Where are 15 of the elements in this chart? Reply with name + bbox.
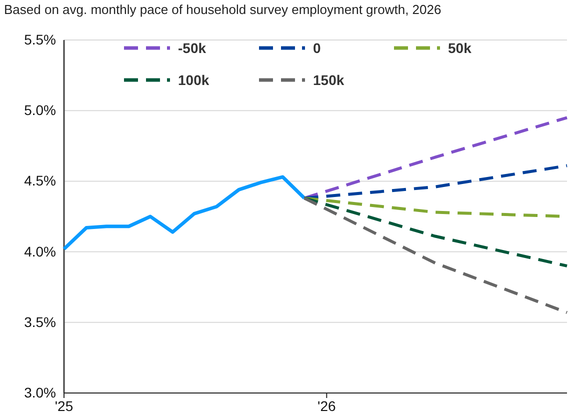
legend-label: 100k [178,72,210,88]
legend-label: 150k [313,72,344,88]
legend-label: 0 [313,40,321,56]
legend-label: -50k [178,40,206,56]
y-tick-label: 5.5% [24,31,56,48]
x-tick-label: '25 [54,398,74,414]
chart-title: Based on avg. monthly pace of household survey employment growth, 2026 [4,2,442,17]
y-tick-label: 4.0% [24,243,56,260]
legend-label: 50k [448,40,472,56]
y-tick-label: 4.5% [24,172,56,189]
y-tick-label: 3.0% [24,384,56,400]
x-tick-label: '26 [318,398,336,414]
y-tick-label: 3.5% [24,314,56,330]
line-series [62,175,306,251]
y-tick-label: 5.0% [24,102,56,118]
